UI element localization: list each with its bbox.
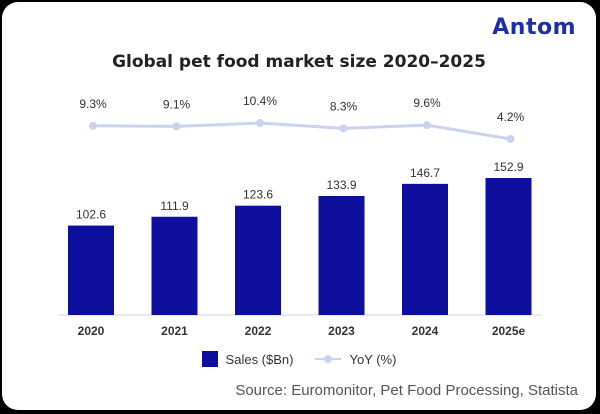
yoy-point-2022 (256, 119, 264, 127)
yoy-label-2023: 8.3% (330, 99, 358, 113)
bar-label-2021: 111.9 (160, 199, 189, 213)
chart-card: Antom Global pet food market size 2020–2… (2, 2, 596, 410)
legend-swatch-yoy (315, 353, 342, 365)
yoy-line (92, 121, 511, 141)
bar-label-2025e: 152.9 (493, 160, 523, 174)
bar-2022 (235, 205, 281, 315)
x-tick-2021: 2021 (161, 324, 188, 338)
bar-2023 (318, 195, 365, 315)
bar-label-2022: 123.6 (243, 188, 273, 202)
chart-title: Global pet food market size 2020–2025 (112, 52, 486, 72)
yoy-point-2020 (89, 121, 97, 130)
legend: Sales ($Bn) YoY (%) (2, 351, 596, 367)
yoy-label-2022: 10.4% (243, 94, 277, 108)
legend-item-yoy: YoY (%) (315, 351, 396, 367)
legend-swatch-sales (201, 351, 218, 367)
bar-2020 (68, 225, 114, 315)
yoy-label-2020: 9.3% (79, 97, 107, 111)
bar-label-2020: 102.6 (76, 208, 106, 222)
antom-logo: Antom (492, 15, 576, 40)
x-tick-2022: 2022 (245, 324, 272, 338)
yoy-label-2025e: 4.2% (497, 110, 525, 124)
yoy-label-2024: 9.6% (413, 96, 441, 110)
bar-2024 (402, 183, 448, 315)
yoy-point-2024 (423, 121, 431, 130)
x-tick-2020: 2020 (78, 324, 105, 338)
x-tick-2025e: 2025e (492, 324, 526, 338)
yoy-point-2025e (506, 135, 515, 143)
bar-label-2023: 133.9 (326, 178, 356, 192)
legend-label-yoy: YoY (%) (349, 351, 397, 367)
yoy-point-2023 (339, 124, 348, 133)
x-tick-2024: 2024 (412, 324, 439, 338)
yoy-point-2021 (172, 122, 181, 131)
chart-svg: 102.6 2020 111.9 2021 123.6 2022 133.9 2023 146.… (58, 94, 542, 338)
bar-2025e (485, 178, 532, 315)
bar-2021 (151, 216, 198, 315)
yoy-label-2021: 9.1% (163, 97, 191, 111)
x-tick-2023: 2023 (328, 324, 355, 338)
legend-item-sales: Sales ($Bn) (201, 351, 294, 367)
legend-label-sales: Sales ($Bn) (225, 351, 294, 367)
source-note: Source: Euromonitor, Pet Food Processing… (235, 382, 578, 399)
bar-label-2024: 146.7 (410, 166, 440, 180)
